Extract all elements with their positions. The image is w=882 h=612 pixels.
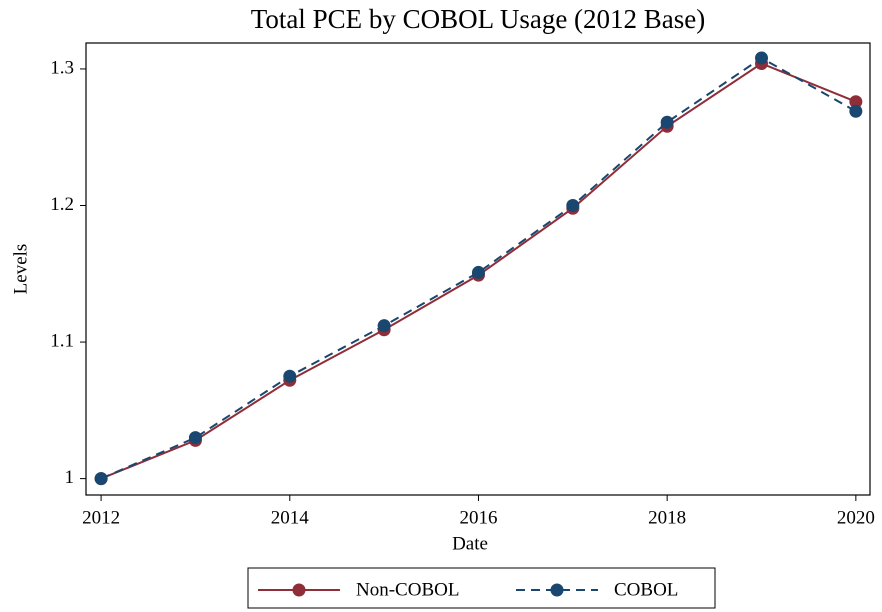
legend-label: COBOL xyxy=(614,579,678,600)
data-point xyxy=(755,51,769,65)
x-tick-label: 2014 xyxy=(271,507,310,528)
x-tick-label: 2020 xyxy=(837,507,875,528)
x-tick-label: 2016 xyxy=(459,507,497,528)
y-tick-label: 1 xyxy=(65,467,75,488)
legend-box xyxy=(247,567,716,609)
legend-label: Non-COBOL xyxy=(356,579,459,600)
legend-marker xyxy=(292,583,306,597)
data-point xyxy=(283,369,297,383)
y-tick-label: 1.2 xyxy=(50,194,74,215)
data-point xyxy=(660,115,674,129)
data-point xyxy=(849,95,863,109)
x-axis-label: Date xyxy=(452,533,488,554)
data-point xyxy=(566,199,580,213)
data-point xyxy=(377,319,391,333)
legend-marker xyxy=(550,583,564,597)
data-point xyxy=(94,472,108,486)
y-axis-label: Levels xyxy=(10,244,31,295)
series-line xyxy=(100,56,857,480)
y-tick-label: 1.1 xyxy=(50,330,74,351)
x-tick-label: 2018 xyxy=(648,507,686,528)
y-tick-label: 1.3 xyxy=(50,57,74,78)
data-point xyxy=(471,265,485,279)
data-point xyxy=(849,104,863,118)
chart-title: Total PCE by COBOL Usage (2012 Base) xyxy=(251,4,706,34)
x-tick-label: 2012 xyxy=(82,507,120,528)
data-point xyxy=(188,431,202,445)
